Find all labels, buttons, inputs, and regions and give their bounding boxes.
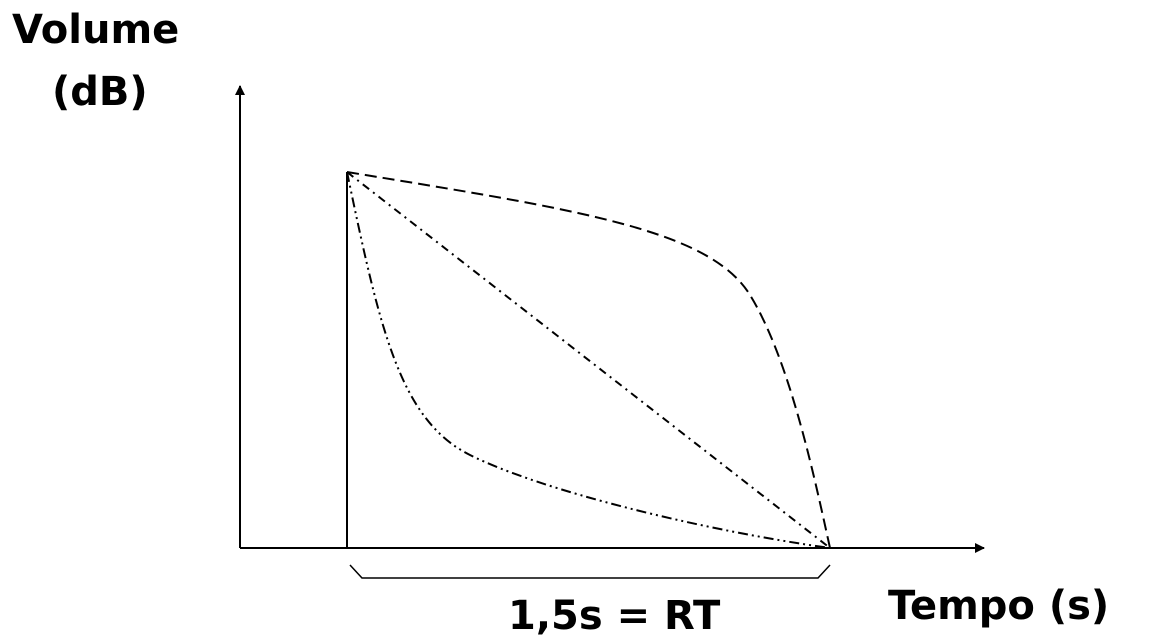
span-bracket — [349, 564, 831, 579]
y-axis-label-line2: (dB) — [52, 69, 148, 115]
decay-curve-dashed — [346, 171, 831, 549]
decay-curve-linear — [346, 171, 831, 549]
reverb-time-label: 1,5s = RT — [508, 593, 721, 639]
decay-curve-concave — [346, 171, 831, 549]
x-axis-label: Tempo (s) — [888, 583, 1110, 629]
y-axis-label-line1: Volume — [12, 7, 180, 53]
